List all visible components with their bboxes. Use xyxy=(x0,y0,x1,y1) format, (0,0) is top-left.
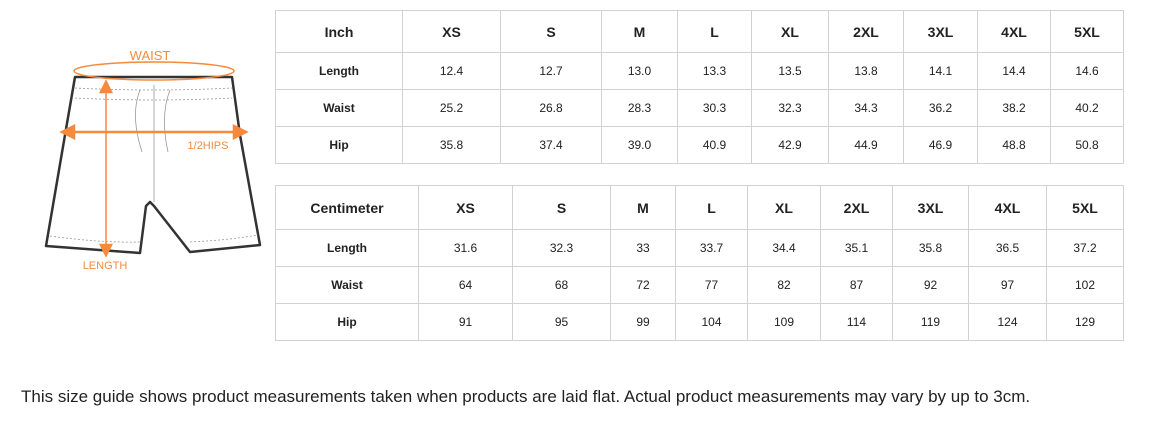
table-cell: 44.9 xyxy=(828,126,904,164)
table-cell: 34.3 xyxy=(828,89,904,127)
table-cell: 104 xyxy=(675,303,748,341)
table-cell: 95 xyxy=(512,303,611,341)
table-cell: 114 xyxy=(820,303,893,341)
table-cell: 35.8 xyxy=(892,229,969,267)
row-label: Length xyxy=(275,229,419,267)
table-cell: 72 xyxy=(610,266,676,304)
table-cell: 12.4 xyxy=(402,52,501,90)
column-header: Centimeter xyxy=(275,185,419,230)
table-row: Hip 35.8 37.4 39.0 40.9 42.9 44.9 46.9 48.8 50.8 xyxy=(275,126,1124,164)
header-row: Centimeter XS S M L XL 2XL 3XL 4XL 5XL xyxy=(275,185,1124,230)
table-cell: 13.5 xyxy=(751,52,829,90)
table-cell: 97 xyxy=(968,266,1047,304)
column-header: 5XL xyxy=(1050,10,1124,53)
table-cell: 92 xyxy=(892,266,969,304)
table-cell: 26.8 xyxy=(500,89,602,127)
table-cell: 39.0 xyxy=(601,126,678,164)
column-header: 4XL xyxy=(977,10,1051,53)
waist-label: WAIST xyxy=(130,48,171,63)
table-cell: 36.5 xyxy=(968,229,1047,267)
row-label: Waist xyxy=(275,266,419,304)
table-cell: 33 xyxy=(610,229,676,267)
table-cell: 109 xyxy=(747,303,821,341)
table-cell: 14.6 xyxy=(1050,52,1124,90)
column-header: XS xyxy=(402,10,501,53)
column-header: M xyxy=(610,185,676,230)
table-cell: 87 xyxy=(820,266,893,304)
table-cell: 13.3 xyxy=(677,52,752,90)
row-label: Length xyxy=(275,52,403,90)
column-header: XS xyxy=(418,185,513,230)
table-cell: 35.8 xyxy=(402,126,501,164)
table-cell: 38.2 xyxy=(977,89,1051,127)
table-cell: 34.4 xyxy=(747,229,821,267)
table-cell: 77 xyxy=(675,266,748,304)
table-cell: 64 xyxy=(418,266,513,304)
table-cell: 82 xyxy=(747,266,821,304)
table-cell: 102 xyxy=(1046,266,1124,304)
row-label: Hip xyxy=(275,303,419,341)
header-row: Inch XS S M L XL 2XL 3XL 4XL 5XL xyxy=(275,10,1124,53)
table-cell: 40.9 xyxy=(677,126,752,164)
table-cell: 50.8 xyxy=(1050,126,1124,164)
table-cell: 35.1 xyxy=(820,229,893,267)
table-cell: 28.3 xyxy=(601,89,678,127)
table-row: Length 12.4 12.7 13.0 13.3 13.5 13.8 14.1 14.4 14… xyxy=(275,52,1124,90)
shorts-measurement-illustration: WAIST 1/2HIPS LENGTH xyxy=(44,48,262,272)
table-cell: 14.1 xyxy=(903,52,978,90)
hips-label: 1/2HIPS xyxy=(188,140,229,152)
column-header: Inch xyxy=(275,10,403,53)
table-cell: 36.2 xyxy=(903,89,978,127)
table-cell: 13.8 xyxy=(828,52,904,90)
centimeter-size-table: Centimeter XS S M L XL 2XL 3XL 4XL 5XL Length 31.6 3… xyxy=(275,185,1124,341)
column-header: 2XL xyxy=(828,10,904,53)
table-row: Hip 91 95 99 104 109 114 119 124 129 xyxy=(275,303,1124,341)
shorts-outline xyxy=(44,75,262,255)
table-cell: 119 xyxy=(892,303,969,341)
table-cell: 37.4 xyxy=(500,126,602,164)
row-label: Hip xyxy=(275,126,403,164)
column-header: L xyxy=(675,185,748,230)
column-header: L xyxy=(677,10,752,53)
table-cell: 25.2 xyxy=(402,89,501,127)
inch-size-table: Inch XS S M L XL 2XL 3XL 4XL 5XL Length 12.4 12.7 13.… xyxy=(275,10,1124,164)
table-cell: 13.0 xyxy=(601,52,678,90)
column-header: 5XL xyxy=(1046,185,1124,230)
table-row: Waist 25.2 26.8 28.3 30.3 32.3 34.3 36.2 38.2 40.… xyxy=(275,89,1124,127)
table-cell: 42.9 xyxy=(751,126,829,164)
table-cell: 31.6 xyxy=(418,229,513,267)
table-cell: 48.8 xyxy=(977,126,1051,164)
table-cell: 14.4 xyxy=(977,52,1051,90)
table-cell: 124 xyxy=(968,303,1047,341)
column-header: M xyxy=(601,10,678,53)
column-header: 4XL xyxy=(968,185,1047,230)
size-guide-note: This size guide shows product measuremen… xyxy=(21,387,1031,406)
table-cell: 30.3 xyxy=(677,89,752,127)
column-header: XL xyxy=(751,10,829,53)
column-header: XL xyxy=(747,185,821,230)
column-header: S xyxy=(500,10,602,53)
table-cell: 91 xyxy=(418,303,513,341)
table-cell: 37.2 xyxy=(1046,229,1124,267)
table-cell: 32.3 xyxy=(751,89,829,127)
length-label: LENGTH xyxy=(83,260,128,272)
column-header: 3XL xyxy=(903,10,978,53)
column-header: 2XL xyxy=(820,185,893,230)
table-cell: 12.7 xyxy=(500,52,602,90)
table-cell: 40.2 xyxy=(1050,89,1124,127)
column-header: S xyxy=(512,185,611,230)
measure-arrows xyxy=(59,61,249,258)
column-header: 3XL xyxy=(892,185,969,230)
table-cell: 68 xyxy=(512,266,611,304)
table-row: Length 31.6 32.3 33 33.7 34.4 35.1 35.8 36.5 37.2 xyxy=(275,229,1124,267)
table-row: Waist 64 68 72 77 82 87 92 97 102 xyxy=(275,266,1124,304)
row-label: Waist xyxy=(275,89,403,127)
table-cell: 99 xyxy=(610,303,676,341)
table-cell: 33.7 xyxy=(675,229,748,267)
table-cell: 129 xyxy=(1046,303,1124,341)
table-cell: 32.3 xyxy=(512,229,611,267)
table-cell: 46.9 xyxy=(903,126,978,164)
